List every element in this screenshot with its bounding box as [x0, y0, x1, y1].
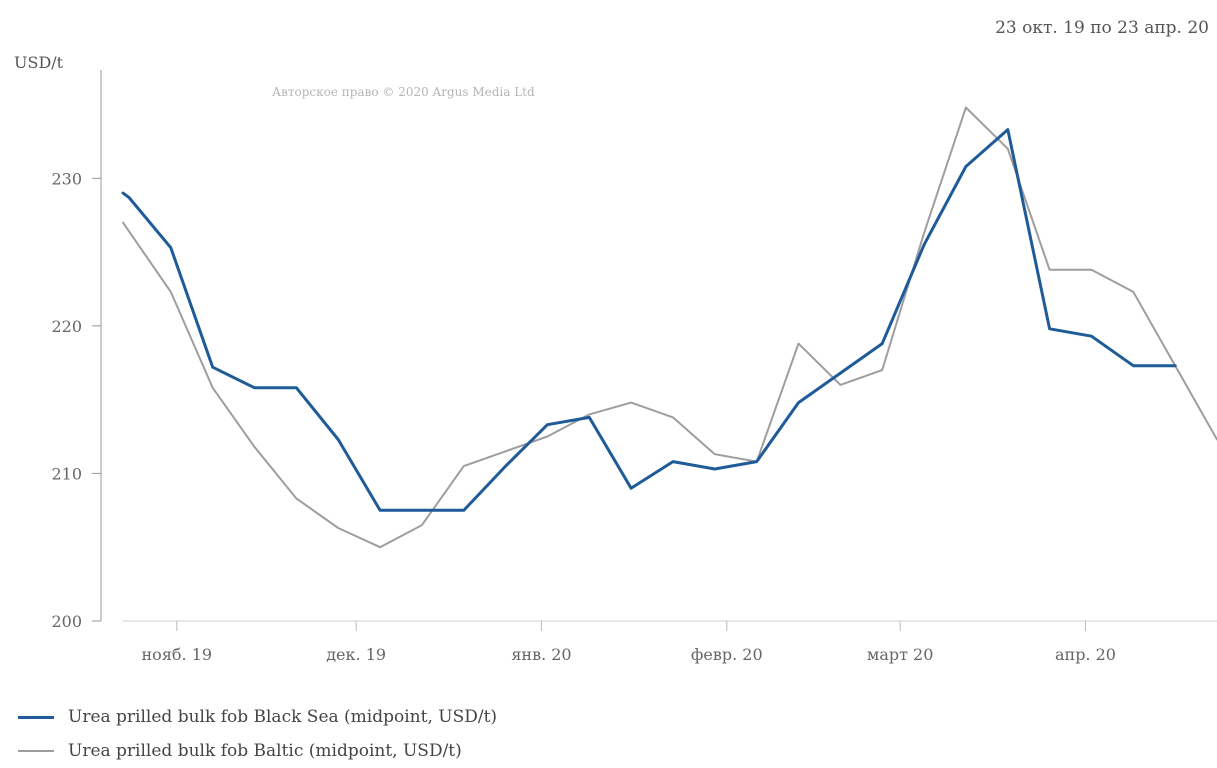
legend-label-baltic: Urea prilled bulk fob Baltic (midpoint, …	[68, 741, 462, 761]
x-tick-label: дек. 19	[326, 645, 386, 664]
y-tick-label: 230	[51, 169, 82, 188]
legend-item-baltic[interactable]: Urea prilled bulk fob Baltic (midpoint, …	[18, 734, 497, 768]
y-axis-label: USD/t	[14, 53, 64, 72]
x-tick-label: апр. 20	[1055, 645, 1116, 664]
y-tick-label: 220	[51, 317, 82, 336]
x-tick-label: март 20	[867, 645, 934, 664]
date-range: 23 окт. 19 по 23 апр. 20	[995, 18, 1209, 38]
legend-item-black-sea[interactable]: Urea prilled bulk fob Black Sea (midpoin…	[18, 700, 497, 734]
line-chart: Авторское право © 2020 Argus Media Ltd U…	[14, 53, 1217, 664]
x-tick-label: янв. 20	[511, 645, 571, 664]
y-tick-label: 200	[51, 612, 82, 631]
watermark-text: Авторское право © 2020 Argus Media Ltd	[272, 85, 535, 99]
legend-label-black-sea: Urea prilled bulk fob Black Sea (midpoin…	[68, 707, 498, 727]
series-line-baltic	[122, 106, 1217, 549]
series-line-black-sea	[121, 128, 1177, 512]
legend: Urea prilled bulk fob Black Sea (midpoin…	[18, 700, 497, 768]
y-tick-label: 210	[51, 464, 82, 483]
axes	[100, 70, 1217, 622]
x-tick-label: февр. 20	[691, 645, 763, 664]
ticks: 200 210 220 230 нояб. 19 дек. 19 янв. 20 февр. …	[51, 169, 1116, 664]
series-group	[121, 106, 1217, 549]
legend-swatch-baltic	[18, 750, 54, 752]
legend-swatch-black-sea	[18, 715, 54, 719]
x-tick-label: нояб. 19	[142, 645, 213, 664]
